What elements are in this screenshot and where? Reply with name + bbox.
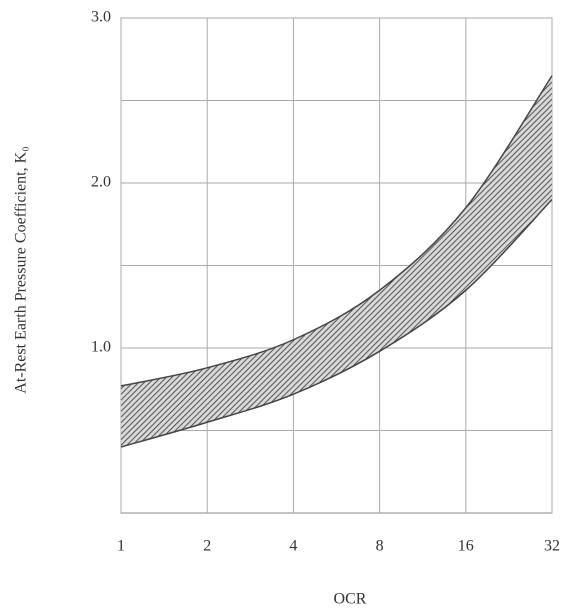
chart: OCR At-Rest Earth Pressure Coefficient, … <box>0 0 563 613</box>
y-axis-label: At-Rest Earth Pressure Coefficient, K₀ <box>13 146 30 393</box>
band-fill <box>121 76 552 447</box>
y-tick-label: 3.0 <box>91 9 111 26</box>
y-tick-label: 1.0 <box>91 339 111 356</box>
x-tick-label: 2 <box>203 538 211 555</box>
x-tick-label: 4 <box>289 538 297 555</box>
x-tick-label: 1 <box>117 538 125 555</box>
x-tick-label: 32 <box>544 538 560 555</box>
x-tick-label: 16 <box>458 538 474 555</box>
x-tick-label: 8 <box>376 538 384 555</box>
y-tick-label: 2.0 <box>91 174 111 191</box>
x-axis-label: OCR <box>334 591 367 608</box>
